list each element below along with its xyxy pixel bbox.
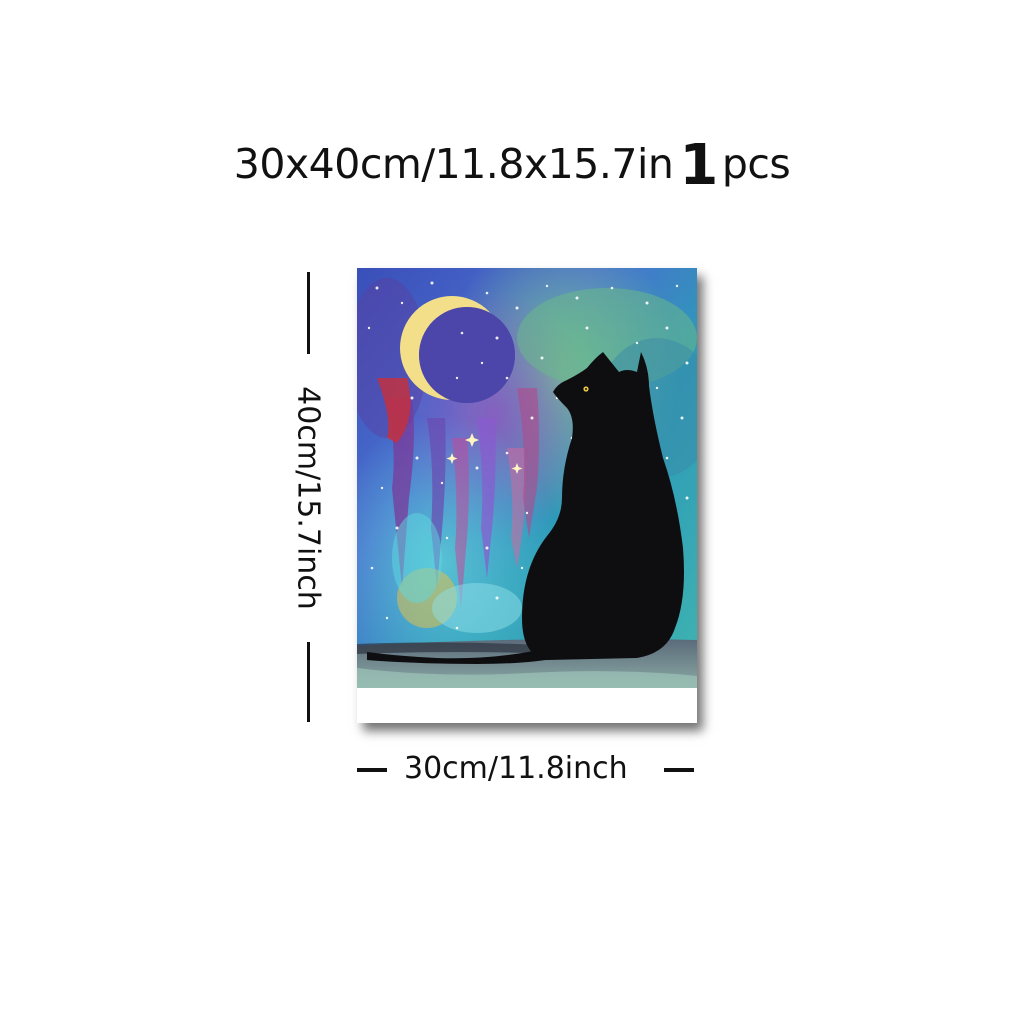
quantity: 1: [679, 133, 718, 198]
canvas-print: [357, 268, 697, 723]
width-dimension-line-left: [357, 768, 387, 772]
height-dimension-line-bottom: [307, 642, 310, 722]
black-cat-silhouette: [367, 352, 684, 664]
size-text: 30x40cm/11.8x15.7in: [233, 140, 674, 188]
width-dimension-line-right: [664, 768, 694, 772]
quantity-unit: pcs: [721, 140, 791, 188]
height-dimension-line-top: [307, 272, 310, 354]
height-label: 40cm/15.7inch: [290, 386, 326, 610]
crescent-moon-icon: [400, 296, 515, 403]
painting-artwork: [357, 268, 697, 723]
width-label: 30cm/11.8inch: [404, 751, 628, 786]
size-title: 30x40cm/11.8x15.7in 1pcs: [0, 138, 1024, 194]
